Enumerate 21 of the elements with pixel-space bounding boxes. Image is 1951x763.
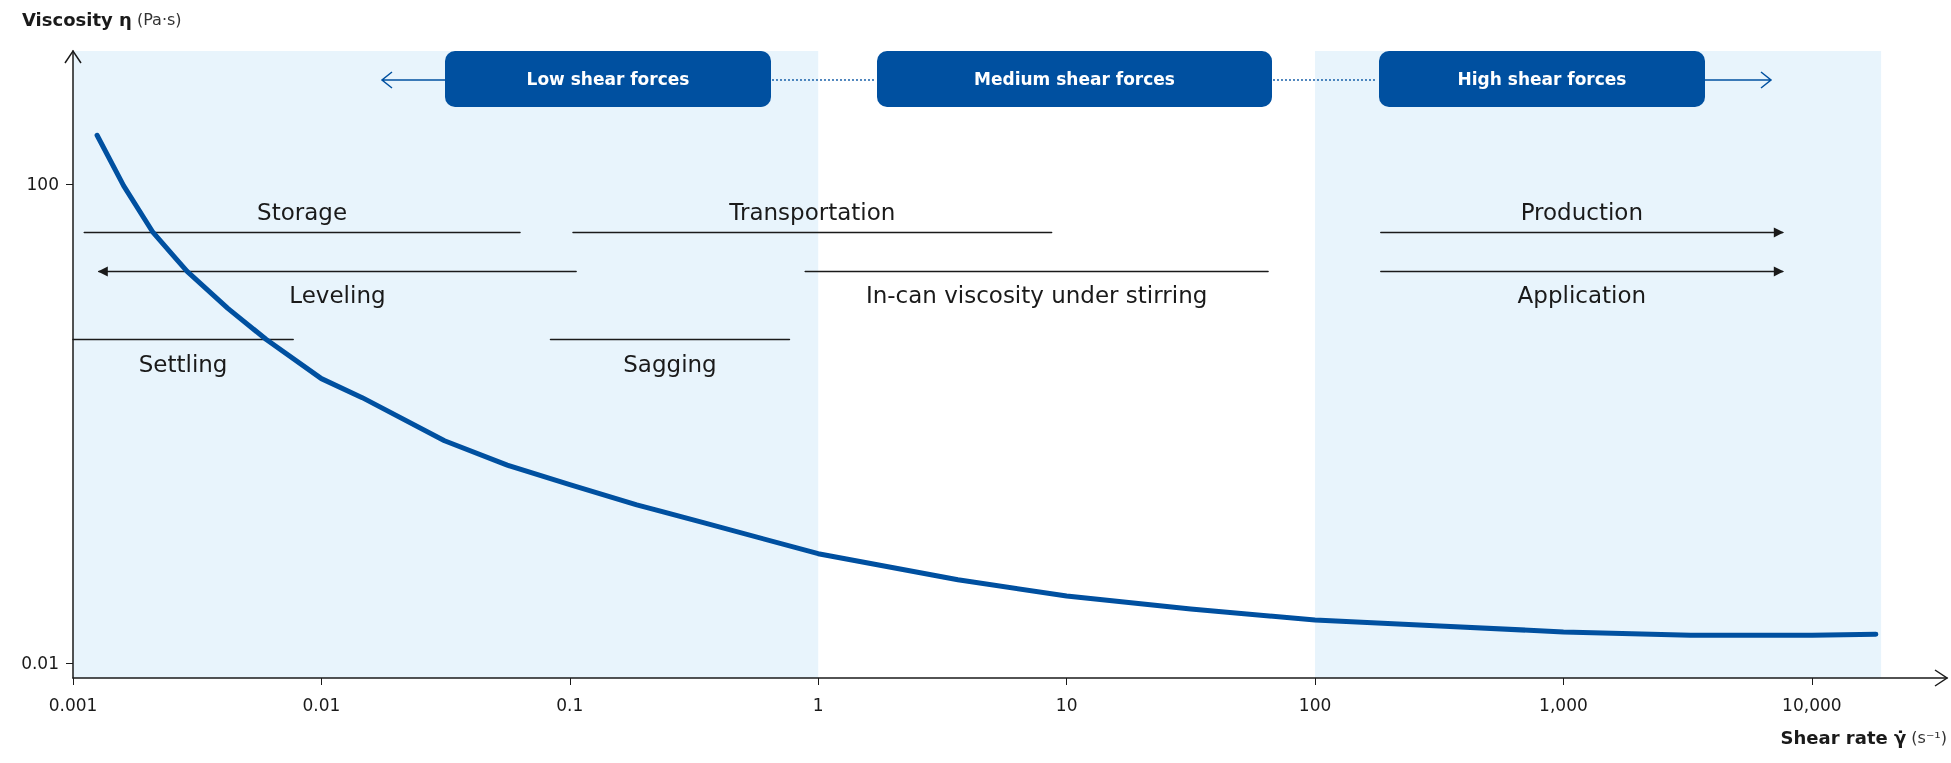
series-label: Storage bbox=[257, 199, 348, 226]
rounded-box: Low shear forces bbox=[445, 51, 771, 107]
x-tick-label: 10,000 bbox=[1782, 694, 1842, 715]
x-axis-title: Shear rate γ̇ (s⁻¹) bbox=[1780, 726, 1947, 748]
series-label: Sagging bbox=[623, 350, 717, 377]
x-tick-label: 1,000 bbox=[1539, 694, 1588, 715]
y-axis-title: Viscosity η (Pa·s) bbox=[22, 8, 182, 30]
x-tick-label: 0.1 bbox=[556, 694, 584, 715]
series-label: In-can viscosity under stirring bbox=[865, 282, 1208, 309]
series-label: Production bbox=[1520, 199, 1643, 226]
series-label: Settling bbox=[138, 350, 228, 377]
series-label: Transportation bbox=[728, 199, 896, 226]
x-tick-label: 0.001 bbox=[48, 694, 98, 715]
series-label: Leveling bbox=[289, 282, 386, 309]
rounded-box: High shear forces bbox=[1379, 51, 1705, 107]
x-tick-label: 1 bbox=[812, 694, 824, 715]
series-label: Application bbox=[1517, 282, 1647, 309]
x-tick-label: 0.01 bbox=[302, 694, 341, 715]
rounded-box: Medium shear forces bbox=[877, 51, 1272, 107]
x-tick-label: 100 bbox=[1298, 694, 1332, 715]
x-tick-label: 10 bbox=[1055, 694, 1078, 715]
